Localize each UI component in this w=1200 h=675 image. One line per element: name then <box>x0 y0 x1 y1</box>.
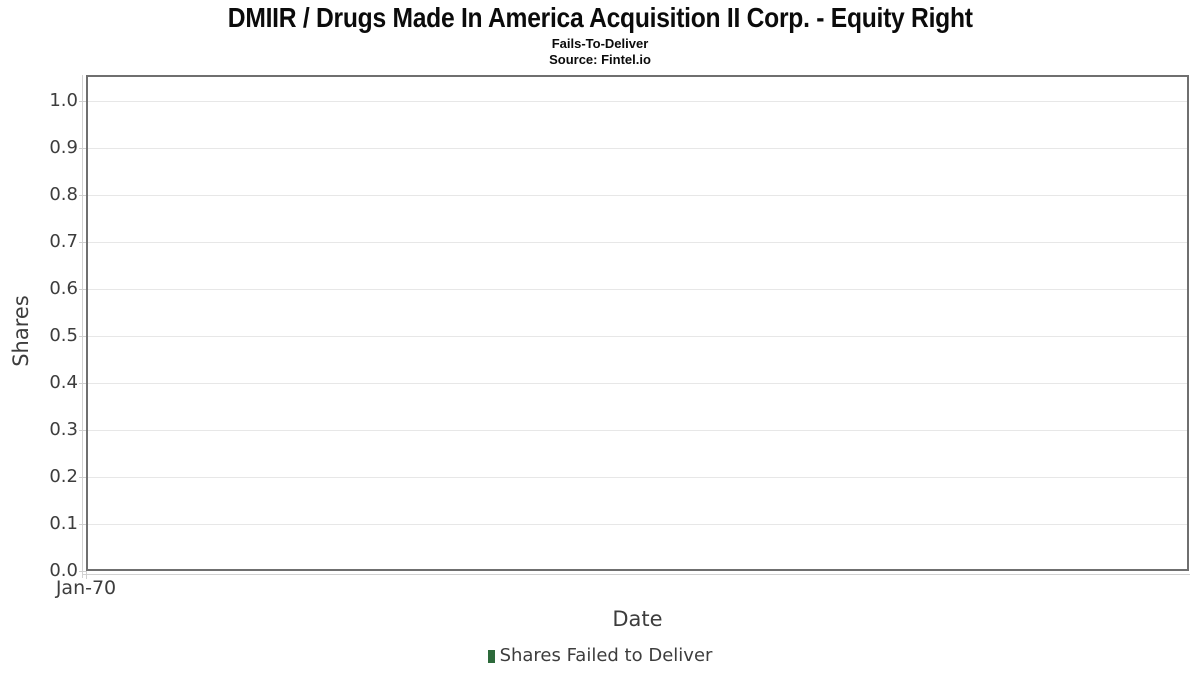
y-tick-label: 0.2 <box>49 466 78 487</box>
y-tick-label: 1.0 <box>49 90 78 111</box>
chart-title: DMIIR / Drugs Made In America Acquisitio… <box>0 2 1200 34</box>
y-tick-label: 0.4 <box>49 372 78 393</box>
gridline <box>88 148 1187 149</box>
chart-subtitle: Fails-To-Deliver <box>551 36 649 51</box>
x-axis-line <box>82 574 1190 575</box>
gridline <box>88 430 1187 431</box>
y-tick-label: 0.3 <box>49 419 78 440</box>
y-tick-label: 0.9 <box>49 137 78 158</box>
x-tick-label: Jan-70 <box>55 577 117 599</box>
y-tick-mark <box>79 430 86 431</box>
y-tick-label: 0.1 <box>49 513 78 534</box>
y-tick-mark <box>79 383 86 384</box>
gridline <box>88 289 1187 290</box>
y-tick-mark <box>79 195 86 196</box>
gridline <box>88 336 1187 337</box>
y-tick-label: 0.7 <box>49 231 78 252</box>
gridline <box>88 195 1187 196</box>
gridline <box>88 477 1187 478</box>
chart-source: Source: Fintel.io <box>549 52 651 67</box>
gridline <box>88 101 1187 102</box>
legend-marker <box>487 649 495 663</box>
x-axis-title: Date <box>612 607 663 631</box>
chart-title-text: DMIIR / Drugs Made In America Acquisitio… <box>227 2 973 33</box>
y-tick-mark <box>79 289 86 290</box>
y-tick-label: 0.8 <box>49 184 78 205</box>
gridline <box>88 383 1187 384</box>
y-axis-line <box>82 75 83 578</box>
y-tick-mark <box>79 336 86 337</box>
y-tick-mark <box>79 477 86 478</box>
y-tick-label: 0.6 <box>49 278 78 299</box>
y-tick-mark <box>79 242 86 243</box>
legend[interactable]: Shares Failed to Deliver <box>0 645 1200 667</box>
y-axis-title: Shares <box>9 295 33 367</box>
legend-label: Shares Failed to Deliver <box>499 645 713 666</box>
gridline <box>88 524 1187 525</box>
x-tick-mark <box>86 571 87 579</box>
gridline <box>88 242 1187 243</box>
y-tick-mark <box>79 101 86 102</box>
y-tick-label: 0.5 <box>49 325 78 346</box>
y-tick-label: 0.0 <box>49 560 78 581</box>
y-tick-mark <box>79 571 86 572</box>
plot-area <box>86 75 1189 571</box>
y-tick-mark <box>79 524 86 525</box>
y-tick-mark <box>79 148 86 149</box>
